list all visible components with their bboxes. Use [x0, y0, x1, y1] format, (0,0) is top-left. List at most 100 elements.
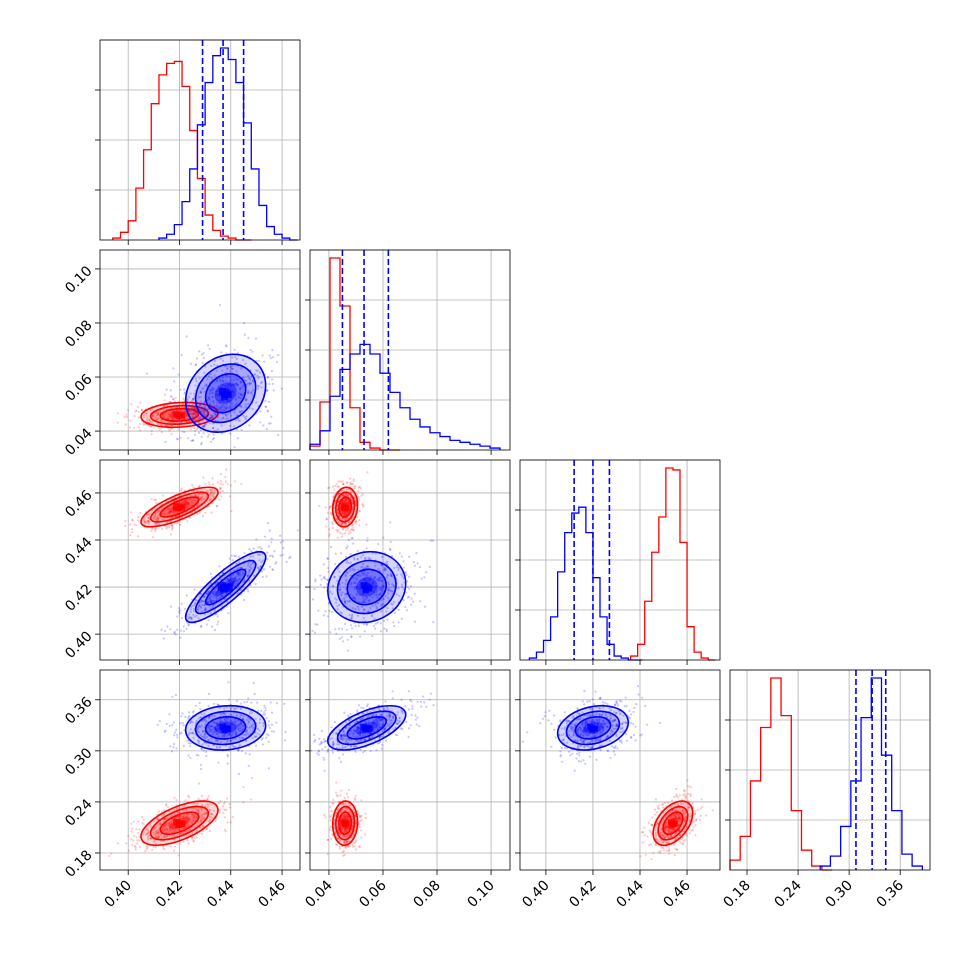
scatter-point [180, 731, 183, 734]
scatter-point [124, 519, 127, 522]
scatter-point [375, 591, 378, 594]
scatter-point [239, 702, 242, 705]
scatter-point [231, 559, 234, 562]
scatter-point [346, 840, 349, 844]
scatter-point [219, 473, 222, 476]
scatter-point [351, 607, 354, 610]
scatter-point [193, 604, 196, 607]
scatter-point [188, 828, 191, 831]
scatter-point [196, 504, 199, 507]
scatter-point [208, 818, 212, 821]
scatter-point [198, 408, 201, 411]
scatter-point [216, 416, 219, 419]
scatter-point [316, 623, 319, 626]
scatter-point [342, 512, 345, 516]
scatter-point [171, 414, 174, 417]
scatter-point [203, 712, 206, 715]
scatter-point [260, 561, 263, 564]
scatter-point [234, 356, 237, 359]
scatter-point [184, 420, 187, 423]
scatter-point [211, 400, 215, 403]
scatter-point [212, 495, 215, 498]
scatter-point [342, 815, 345, 818]
scatter-point [153, 414, 156, 417]
scatter-point [157, 413, 160, 416]
scatter-point [155, 831, 158, 834]
scatter-point [397, 621, 400, 624]
scatter-point [184, 502, 188, 506]
scatter-point [234, 397, 237, 400]
scatter-point [224, 808, 227, 811]
scatter-point [363, 623, 366, 626]
scatter-point [371, 596, 374, 599]
scatter-point [212, 721, 215, 724]
scatter-point [141, 822, 144, 825]
scatter-point [428, 565, 431, 569]
scatter-point [240, 722, 244, 725]
scatter-point [236, 579, 239, 582]
scatter-point [230, 723, 233, 726]
scatter-point [226, 753, 229, 757]
scatter-point [271, 378, 274, 381]
scatter-point [213, 419, 216, 422]
scatter-point [215, 729, 218, 733]
scatter-point [388, 547, 392, 551]
scatter-point [220, 404, 224, 407]
scatter-point [160, 431, 163, 434]
scatter-point [192, 613, 195, 617]
scatter-point [255, 401, 258, 404]
scatter-point [344, 802, 347, 806]
scatter-point [243, 579, 246, 582]
scatter-point [326, 838, 329, 842]
scatter-point [209, 594, 212, 597]
scatter-point [228, 806, 231, 809]
scatter-point [362, 573, 365, 577]
scatter-point [353, 582, 356, 585]
scatter-point [346, 511, 349, 514]
scatter-point [131, 518, 134, 521]
scatter-point [264, 405, 267, 408]
scatter-point [363, 572, 367, 575]
scatter-point [195, 614, 198, 617]
scatter-point [212, 415, 215, 419]
scatter-point [208, 493, 212, 497]
scatter-point [223, 408, 226, 412]
scatter-point [238, 566, 241, 570]
scatter-point [406, 585, 409, 589]
scatter-point [246, 700, 249, 703]
scatter-point [229, 484, 232, 487]
scatter-point [228, 746, 231, 749]
scatter-point [202, 514, 205, 518]
scatter-point [187, 818, 190, 821]
scatter-point [147, 835, 150, 838]
scatter-point [252, 389, 255, 392]
scatter-point [201, 743, 204, 746]
scatter-point [144, 833, 147, 836]
scatter-point [227, 453, 229, 455]
scatter-point [356, 558, 359, 561]
scatter-point [354, 520, 357, 524]
scatter-point [208, 483, 211, 486]
scatter-point [386, 581, 390, 584]
pair-group [156, 681, 287, 776]
scatter-point [338, 832, 341, 835]
scatter-point [184, 410, 187, 413]
scatter-point [176, 409, 179, 412]
scatter-point [366, 596, 369, 599]
scatter-point [431, 539, 435, 542]
scatter-point [206, 827, 209, 831]
scatter-point [188, 505, 191, 508]
scatter-point [245, 397, 248, 401]
scatter-point [189, 756, 192, 759]
scatter-point [129, 511, 132, 514]
scatter-point [161, 527, 164, 530]
scatter-point [342, 513, 346, 516]
scatter-point [138, 839, 141, 842]
scatter-point [198, 484, 201, 487]
scatter-point [360, 494, 363, 497]
scatter-point [228, 578, 231, 581]
scatter-point [234, 720, 237, 723]
scatter-point [219, 482, 222, 485]
scatter-point [311, 629, 314, 632]
scatter-point [358, 524, 361, 527]
